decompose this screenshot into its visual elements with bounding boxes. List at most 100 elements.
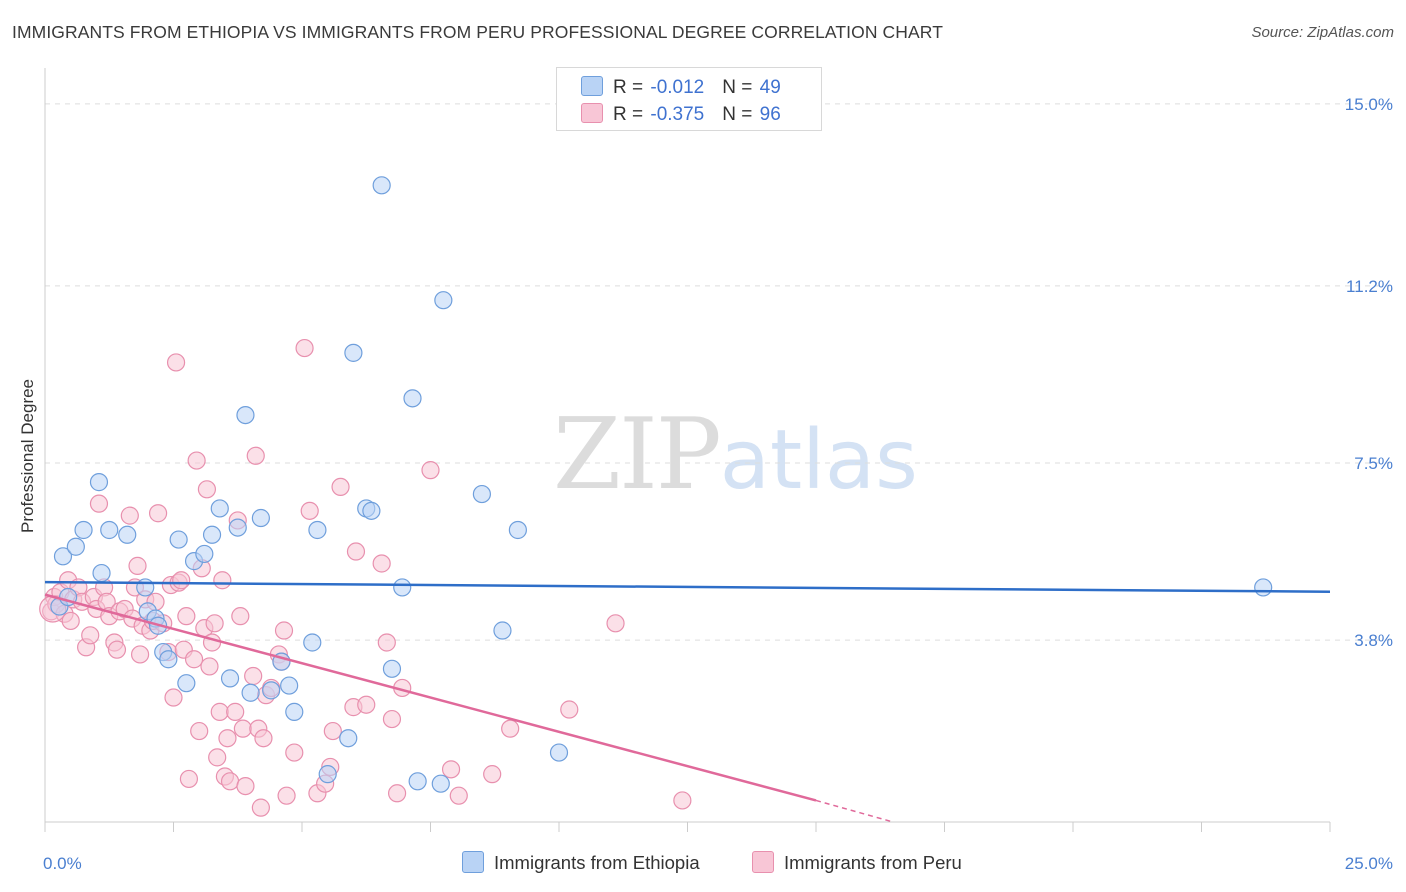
- ethiopia-point: [318, 765, 337, 784]
- ethiopia-point: [236, 405, 255, 425]
- source-credit: Source: ZipAtlas.com: [1251, 24, 1394, 41]
- ethiopia-swatch: [581, 76, 603, 96]
- peru-point: [187, 451, 206, 470]
- ethiopia-point: [100, 520, 119, 540]
- peru-point: [213, 571, 232, 590]
- ethiopia-legend-label: Immigrants from Ethiopia: [494, 852, 700, 873]
- ethiopia-point: [549, 743, 569, 762]
- peru-point: [166, 353, 186, 372]
- ethiopia-point: [434, 291, 453, 310]
- peru-point: [377, 633, 396, 652]
- ethiopia-point: [136, 578, 155, 597]
- ethiopia-point: [169, 530, 188, 549]
- peru-point: [285, 743, 304, 762]
- x-tick-label: 0.0%: [43, 854, 82, 873]
- legend-n-label: N =: [722, 77, 758, 98]
- ethiopia-point: [362, 501, 381, 520]
- ethiopia-point: [393, 578, 412, 597]
- ethiopia-trend-line: [44, 580, 1331, 593]
- bottom-legend-peru: Immigrants from Peru: [752, 851, 962, 874]
- ethiopia-point: [285, 702, 304, 721]
- peru-point: [236, 776, 255, 796]
- ethiopia-point: [493, 621, 512, 640]
- y-tick-label: 11.2%: [1346, 277, 1393, 296]
- peru-point: [226, 702, 245, 721]
- ethiopia-points: [50, 176, 1273, 793]
- peru-point: [251, 798, 270, 817]
- ethiopia-point: [195, 544, 214, 564]
- legend-row-ethiopia: R = -0.012 N = 49: [581, 76, 781, 100]
- peru-point: [210, 702, 229, 721]
- ethiopia-point: [403, 389, 422, 408]
- peru-point: [331, 477, 350, 497]
- peru-point: [81, 626, 100, 645]
- legend-r-value: -0.375: [650, 104, 705, 125]
- peru-point: [421, 461, 440, 480]
- ethiopia-point: [472, 484, 491, 504]
- ethiopia-point: [66, 537, 85, 556]
- peru-legend-label: Immigrants from Peru: [784, 852, 962, 873]
- peru-point: [190, 721, 209, 741]
- peru-point: [148, 504, 168, 523]
- watermark: ZIPatlas: [553, 398, 918, 512]
- peru-point: [177, 607, 196, 626]
- ethiopia-point: [372, 176, 391, 195]
- peru-point: [208, 748, 227, 767]
- y-tick-label: 7.5%: [1354, 454, 1393, 473]
- legend-r-value: -0.012: [650, 77, 705, 98]
- ethiopia-legend-swatch: [462, 851, 484, 873]
- peru-point: [107, 640, 127, 659]
- peru-point: [233, 719, 252, 738]
- peru-point: [61, 611, 80, 631]
- ethiopia-point: [1254, 578, 1273, 597]
- peru-point: [606, 614, 625, 633]
- peru-point: [449, 786, 468, 805]
- ethiopia-point: [228, 518, 247, 537]
- peru-point: [501, 719, 520, 738]
- peru-swatch: [581, 103, 603, 123]
- ethiopia-point: [280, 676, 299, 695]
- peru-point: [346, 542, 366, 561]
- tick-labels: 3.8% 7.5% 11.2% 15.0% 0.0% 25.0%: [43, 95, 1393, 873]
- ethiopia-point: [220, 669, 240, 688]
- y-tick-label: 3.8%: [1354, 631, 1393, 650]
- peru-point: [357, 695, 376, 714]
- peru-point: [231, 607, 250, 626]
- peru-point: [246, 446, 265, 465]
- legend-r-label: R =: [613, 104, 649, 125]
- ethiopia-point: [118, 525, 137, 544]
- ethiopia-point: [241, 683, 260, 702]
- ethiopia-point: [210, 499, 229, 518]
- peru-point: [387, 784, 407, 803]
- peru-point: [205, 614, 224, 633]
- peru-point: [220, 772, 240, 791]
- ethiopia-point: [408, 772, 427, 791]
- ethiopia-point: [159, 650, 178, 669]
- ethiopia-point: [344, 343, 363, 362]
- peru-point: [673, 791, 692, 810]
- ethiopia-point: [382, 659, 402, 678]
- peru-point: [244, 666, 263, 686]
- peru-point: [254, 729, 273, 748]
- peru-point: [130, 645, 150, 664]
- peru-point: [441, 760, 461, 779]
- peru-trend-line: [44, 593, 817, 802]
- peru-point: [172, 571, 191, 590]
- correlation-legend: R = -0.012 N = 49 R = -0.375 N = 96: [556, 67, 822, 131]
- ethiopia-point: [177, 674, 196, 693]
- peru-point: [89, 494, 109, 513]
- peru-point: [218, 729, 237, 748]
- peru-point: [323, 721, 342, 741]
- peru-points: [39, 338, 692, 817]
- ethiopia-point: [339, 729, 358, 748]
- legend-n-value: 49: [759, 77, 781, 98]
- ethiopia-point: [262, 681, 281, 700]
- peru-point: [197, 480, 217, 499]
- legend-r-label: R =: [613, 77, 649, 98]
- legend-n-value: 96: [759, 104, 781, 125]
- peru-point: [382, 709, 402, 729]
- chart-title: IMMIGRANTS FROM ETHIOPIA VS IMMIGRANTS F…: [12, 22, 944, 42]
- peru-point: [179, 769, 199, 789]
- trend-lines: [44, 580, 1331, 823]
